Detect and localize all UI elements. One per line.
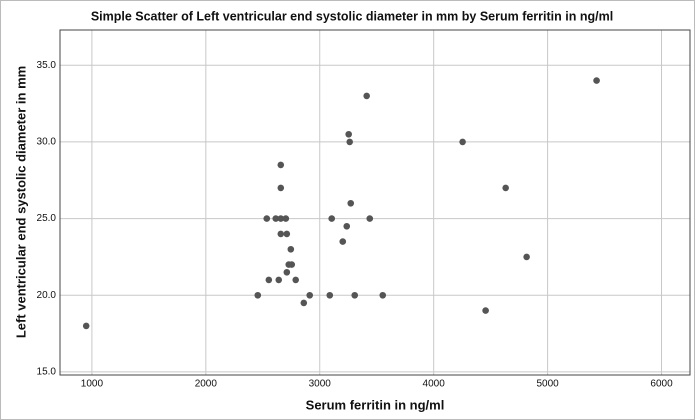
point: [283, 230, 291, 238]
x-tick-label: 3000: [309, 379, 332, 390]
point: [277, 184, 285, 192]
point: [363, 92, 370, 100]
y-tick-label: 30.0: [37, 137, 57, 148]
y-tick-label: 20.0: [37, 290, 57, 301]
chart-title: Simple Scatter of Left ventricular end s…: [91, 9, 613, 23]
point: [263, 215, 271, 222]
x-axis-label: Serum ferritin in ng/ml: [306, 397, 445, 412]
point: [287, 245, 295, 253]
point: [82, 322, 90, 330]
x-tick-label: 1000: [81, 379, 104, 390]
point: [339, 238, 347, 245]
point: [283, 268, 291, 276]
point: [288, 261, 296, 268]
grid: 1000 2000 3000 4000 5000 6000 15.0 20.0 25.0 30.0…: [37, 30, 690, 390]
point: [346, 138, 354, 146]
point: [482, 307, 489, 314]
point: [277, 230, 285, 238]
point: [345, 130, 352, 138]
point: [326, 291, 334, 299]
point: [277, 161, 285, 169]
point: [292, 276, 300, 284]
x-tick-label: 6000: [650, 379, 673, 390]
point: [272, 215, 280, 222]
plot-border: [59, 29, 691, 376]
point: [282, 215, 290, 222]
x-tick-label: 4000: [423, 379, 446, 390]
y-tick-label: 15.0: [37, 367, 57, 378]
point: [459, 138, 466, 146]
point: [343, 222, 351, 230]
point: [277, 215, 285, 222]
point: [275, 276, 283, 284]
point: [254, 291, 262, 299]
point: [265, 276, 273, 284]
point: [593, 77, 600, 84]
point: [379, 291, 387, 299]
point: [300, 299, 308, 307]
point: [351, 291, 359, 299]
x-tick-label: 2000: [195, 379, 218, 390]
point: [306, 291, 314, 299]
point: [523, 253, 530, 261]
y-axis-label: Left ventricular end systolic diameter i…: [13, 66, 28, 338]
point: [347, 199, 355, 207]
y-tick-label: 35.0: [37, 60, 57, 71]
y-tick-label: 25.0: [37, 213, 57, 224]
point: [502, 184, 509, 192]
points: [82, 77, 600, 330]
point: [366, 215, 374, 222]
x-tick-label: 5000: [536, 379, 559, 390]
point: [328, 215, 336, 222]
